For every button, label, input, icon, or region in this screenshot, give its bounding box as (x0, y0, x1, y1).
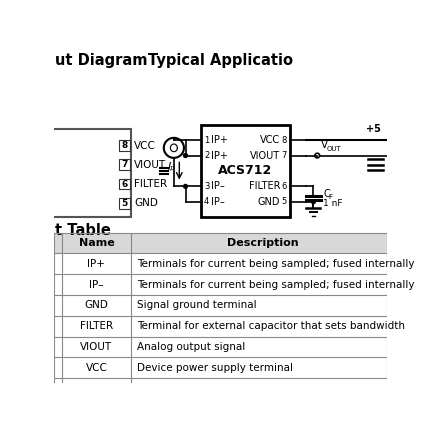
Text: VCC: VCC (260, 135, 280, 145)
Text: ACS712: ACS712 (218, 164, 273, 178)
Text: Name: Name (79, 238, 114, 248)
Text: FILTER: FILTER (80, 321, 113, 331)
Circle shape (311, 200, 315, 204)
Text: VIOUT: VIOUT (80, 342, 112, 352)
Bar (54, 233, 387, 253)
Text: V: V (321, 140, 328, 150)
Text: Description: Description (227, 238, 299, 248)
Text: GND: GND (134, 198, 158, 208)
Text: Terminal for external capacitor that sets bandwidth: Terminal for external capacitor that set… (138, 321, 405, 331)
Text: Signal ground terminal: Signal ground terminal (138, 300, 257, 310)
Bar (119, 178, 130, 190)
Text: VIOUT: VIOUT (134, 160, 166, 170)
Text: 7: 7 (282, 151, 287, 160)
Text: +5: +5 (366, 124, 381, 134)
Text: ut Diagram: ut Diagram (55, 53, 148, 68)
Text: 8: 8 (282, 135, 287, 144)
Text: 3: 3 (204, 182, 209, 191)
Text: Typical Applicatio: Typical Applicatio (148, 53, 293, 68)
Text: IP–: IP– (211, 181, 225, 191)
Bar (54, 357, 387, 378)
Text: VCC: VCC (134, 141, 156, 150)
Text: 2: 2 (204, 151, 209, 160)
Text: F: F (328, 194, 332, 200)
Text: Terminals for current being sampled; fused internally: Terminals for current being sampled; fus… (138, 280, 415, 289)
Text: IP+: IP+ (211, 135, 228, 145)
Text: GND: GND (258, 197, 280, 207)
Text: Iₚ: Iₚ (168, 162, 175, 172)
Text: GND: GND (84, 300, 108, 310)
Text: IP+: IP+ (211, 150, 228, 160)
Bar (119, 140, 130, 151)
Bar (119, 198, 130, 209)
Text: VCC: VCC (86, 362, 108, 373)
Text: FILTER: FILTER (134, 179, 167, 189)
Text: Terminals for current being sampled; fused internally: Terminals for current being sampled; fus… (138, 259, 415, 269)
Text: 1: 1 (204, 135, 209, 144)
Text: 7: 7 (121, 160, 127, 169)
Text: 6: 6 (282, 182, 287, 191)
Text: VIOUT: VIOUT (250, 150, 280, 160)
Text: 6: 6 (121, 180, 127, 188)
Text: t Table: t Table (55, 223, 111, 237)
Text: 5: 5 (282, 197, 287, 206)
Bar (54, 295, 387, 316)
Text: FILTER: FILTER (249, 181, 280, 191)
Text: C: C (323, 189, 330, 199)
Text: IP+: IP+ (87, 259, 105, 269)
Bar (54, 316, 387, 337)
Text: 8: 8 (121, 141, 127, 150)
Text: 4: 4 (204, 197, 209, 206)
Circle shape (184, 184, 187, 188)
Bar (54, 337, 387, 357)
Text: Analog output signal: Analog output signal (138, 342, 246, 352)
Text: 5: 5 (121, 199, 127, 208)
Text: Device power supply terminal: Device power supply terminal (138, 362, 293, 373)
Bar (201, 125, 290, 217)
Bar (32, 129, 131, 217)
Bar (119, 160, 130, 170)
Bar (54, 274, 387, 295)
Text: OUT: OUT (326, 146, 341, 152)
Circle shape (184, 154, 187, 157)
Bar (54, 253, 387, 274)
Text: IP–: IP– (211, 197, 225, 207)
Text: IP–: IP– (89, 280, 104, 289)
Text: 1 nF: 1 nF (323, 199, 343, 208)
